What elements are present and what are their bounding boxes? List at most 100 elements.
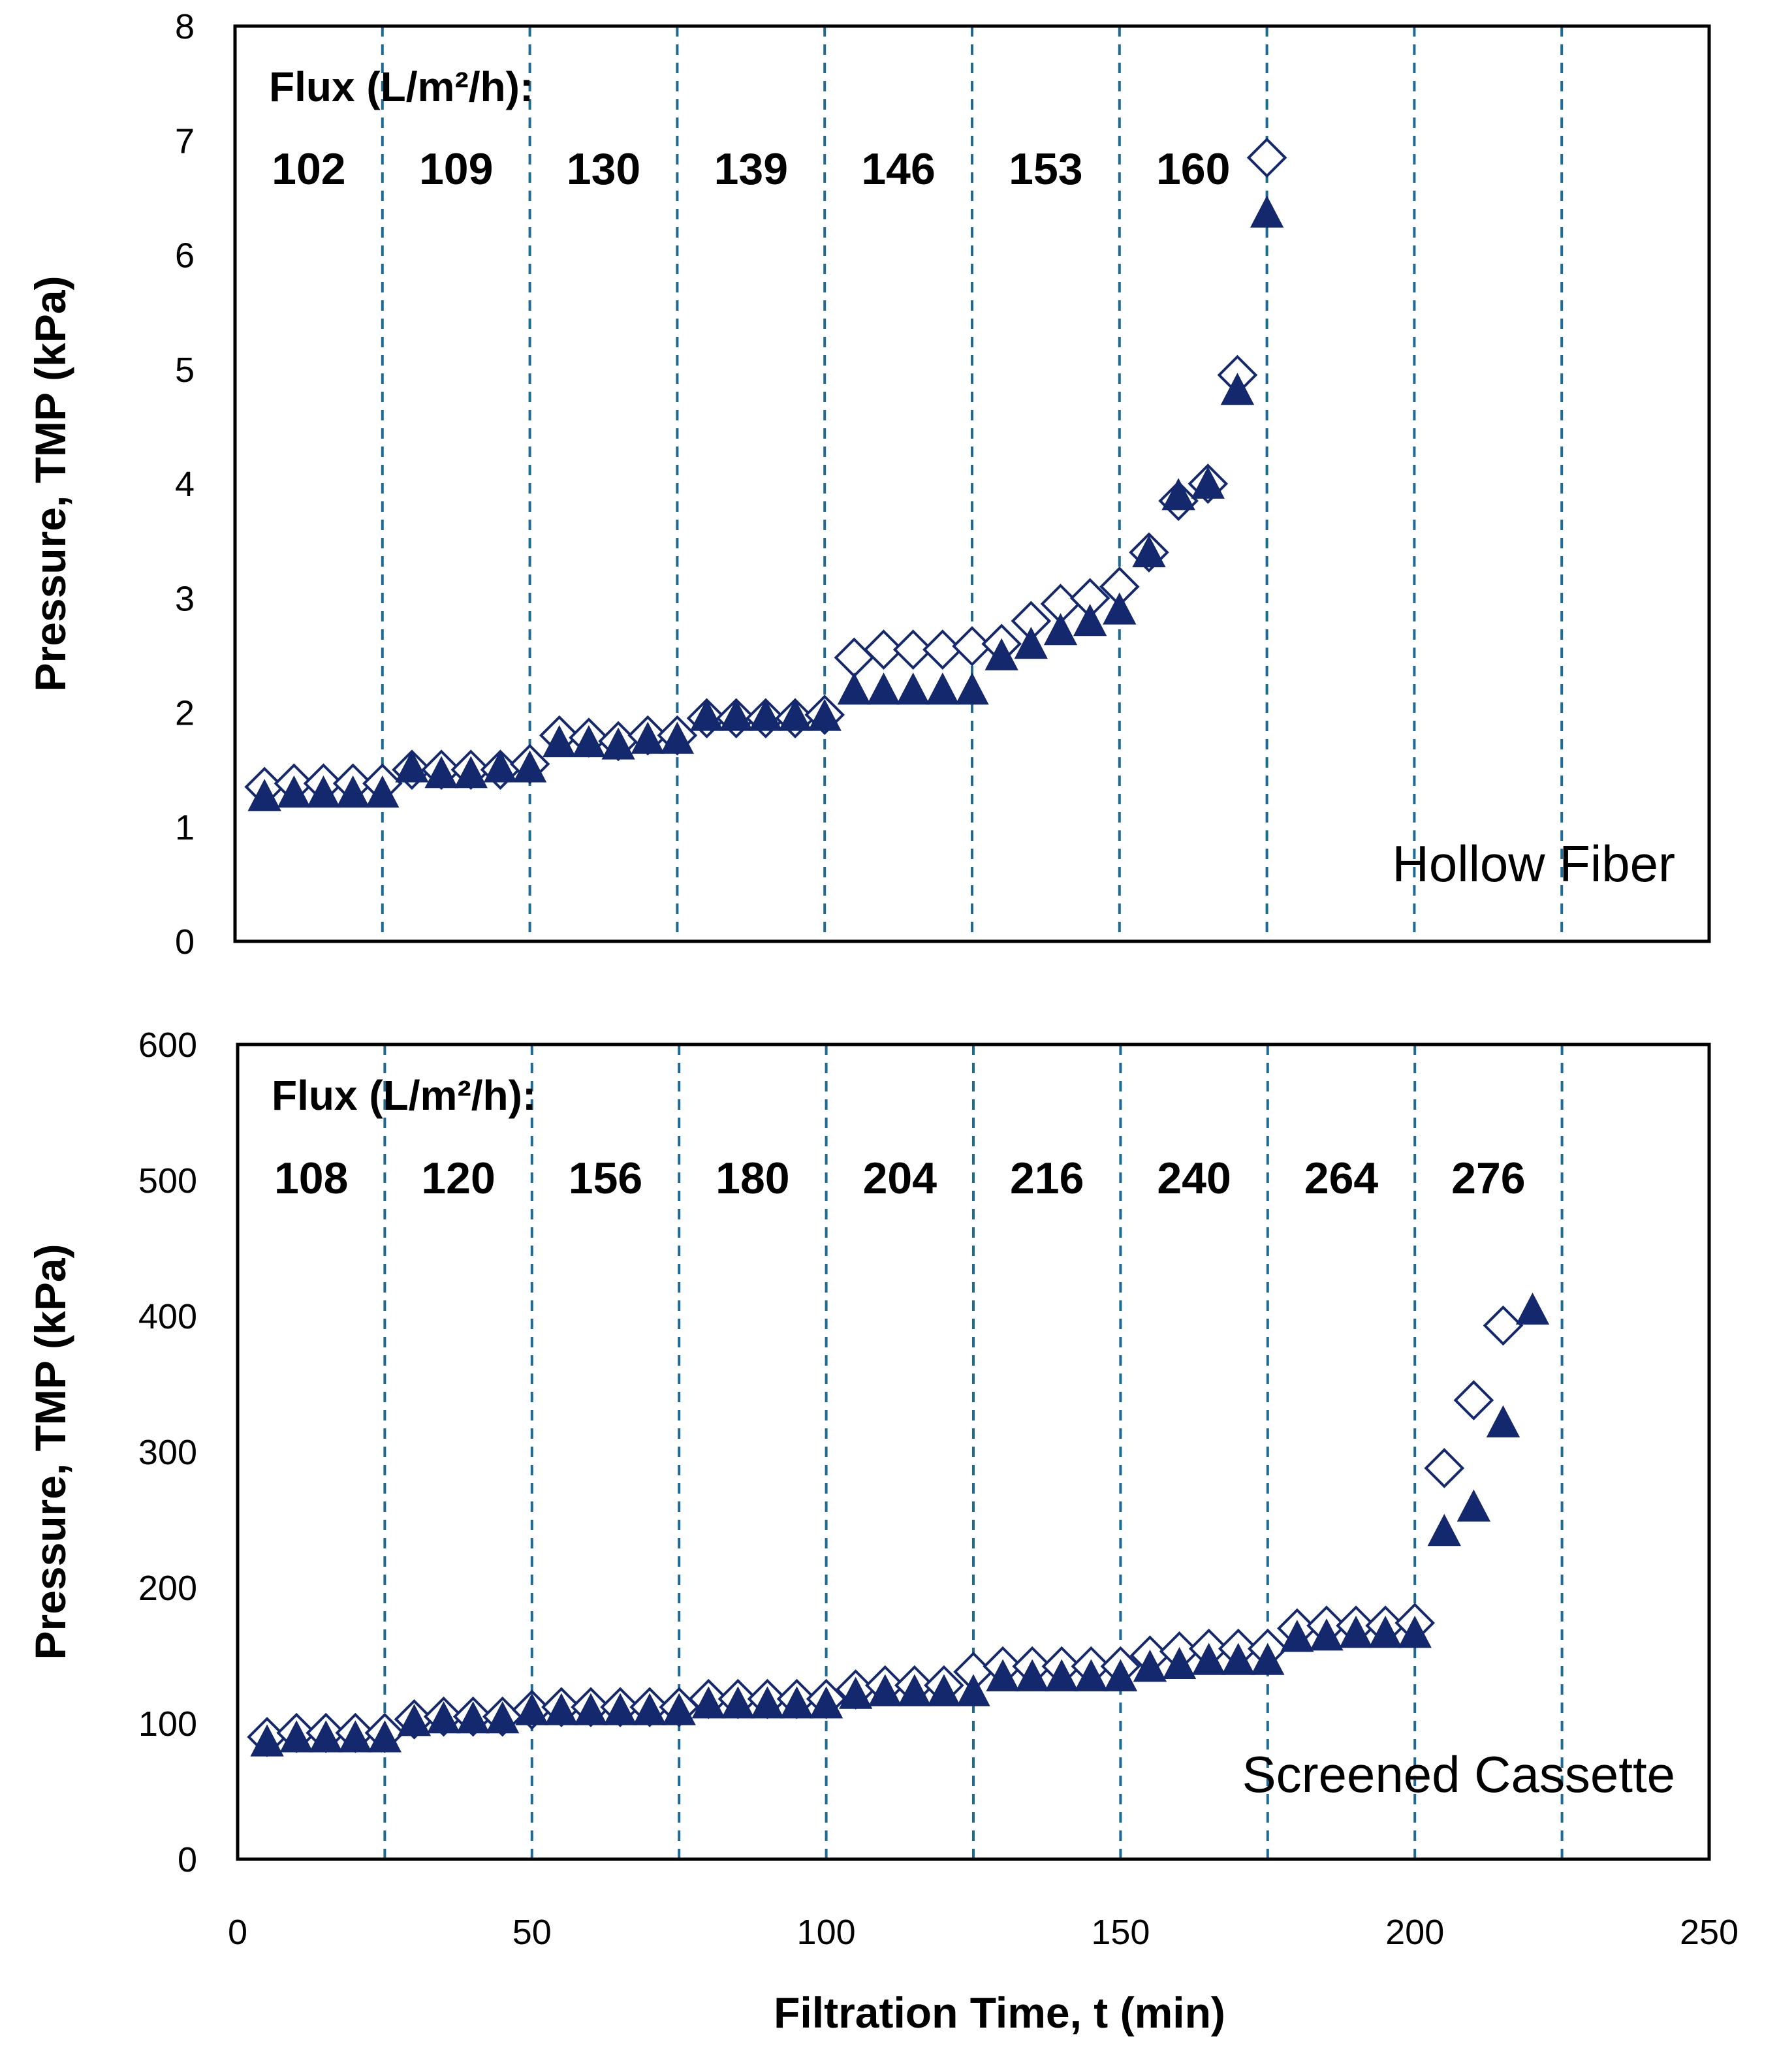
y-tick-label: 100 [138,1704,197,1744]
hollow-fiber-panel: 0 1 2 3 4 5 6 7 8 Flux (L/m²/h): 102 109 130 139 146… [26,7,1711,962]
triangle-point [866,672,901,705]
flux-label: 276 [1451,1154,1525,1203]
triangle-point [543,725,576,757]
triangle-point [424,756,458,789]
triangle-point [662,1693,696,1725]
axis-ticks: 0 100 200 300 400 500 600 0 50 100 150 200 250 [138,1026,1739,1952]
flux-title: Flux (L/m²/h): [272,1072,536,1119]
flux-label: 264 [1304,1154,1379,1203]
y-tick-label: 5 [175,351,195,390]
triangle-point [1250,195,1284,228]
triangle-point [601,727,635,760]
triangle-point [1486,1405,1520,1437]
y-tick-label: 600 [138,1026,197,1065]
triangle-point [483,750,518,783]
triangle-point [486,1701,520,1734]
triangle-point [1074,1659,1108,1691]
triangle-point [426,1701,461,1734]
y-axis-title: Pressure, TMP (kPa) [26,1244,74,1659]
triangle-point [986,1659,1020,1691]
panel-label: Hollow Fiber [1393,835,1675,892]
diamond-point [1453,1380,1494,1421]
triangle-point [719,699,753,731]
triangle-point [1014,627,1048,659]
triangle-point [574,1693,608,1725]
diamond-point [1246,137,1287,178]
flux-label: 130 [567,144,640,194]
triangle-point [1368,1616,1402,1648]
flux-label: 153 [1009,144,1082,194]
triangle-point [1103,592,1137,625]
y-tick-label: 0 [178,1840,197,1879]
diamond-point [1483,1305,1524,1346]
screened-cassette-panel: 0 100 200 300 400 500 600 0 50 100 150 200 250 Flux … [26,1026,1739,2037]
triangle-series [250,1292,1550,1757]
diamond-point [892,629,934,670]
triangle-point [689,699,724,731]
triangle-point [1103,1659,1138,1691]
y-tick-label: 3 [175,579,195,618]
flux-label: 108 [274,1154,348,1203]
triangle-point [1045,1659,1078,1691]
triangle-point [1162,1646,1197,1680]
y-tick-label: 500 [138,1161,197,1201]
triangle-point [309,1720,343,1753]
triangle-point [1191,466,1225,499]
triangle-point [1310,1618,1344,1651]
flux-label: 146 [861,144,935,194]
y-tick-label: 200 [138,1569,197,1608]
x-tick-label: 250 [1680,1913,1739,1952]
y-tick-label: 8 [175,7,195,46]
triangle-point [544,1693,578,1725]
y-tick-label: 6 [175,236,195,275]
y-tick-label: 0 [175,922,195,962]
triangle-point [1191,1642,1226,1675]
flux-title: Flux (L/m²/h): [269,63,533,110]
triangle-point [750,1686,785,1719]
triangle-point [927,1674,961,1706]
triangle-point [1251,1642,1285,1675]
flux-label: 139 [714,144,788,194]
x-tick-label: 150 [1091,1913,1150,1952]
triangle-point [1220,373,1255,405]
triangle-point [1427,1514,1461,1546]
triangle-point [1221,1642,1255,1675]
triangle-point [572,725,606,757]
flux-label: 120 [421,1154,495,1203]
triangle-point [512,750,547,783]
y-tick-label: 7 [175,121,195,161]
triangle-point [395,750,429,783]
y-tick-label: 400 [138,1297,197,1336]
triangle-point [1456,1489,1491,1522]
triangle-point [1398,1616,1432,1648]
x-tick-label: 200 [1385,1913,1444,1952]
triangle-point [691,1686,725,1719]
triangle-point [454,756,488,789]
triangle-point [336,775,370,808]
flux-label: 109 [419,144,493,194]
x-tick-label: 50 [512,1913,552,1952]
diamond-point [1424,1448,1465,1488]
triangle-point [956,1674,990,1706]
triangle-point [603,1693,637,1725]
y-axis-ticks: 0 1 2 3 4 5 6 7 8 [175,7,195,962]
triangle-point [1280,1620,1314,1652]
plot-area-frame [236,1043,1711,1861]
flux-label: 160 [1156,144,1230,194]
triangle-point [749,699,783,731]
triangle-point [808,699,842,731]
flux-labels: 102 109 130 139 146 153 160 [272,144,1230,194]
triangle-point [279,1720,313,1753]
triangle-series [247,195,1284,811]
flux-step-lines [383,1044,1564,1859]
triangle-point [366,775,400,808]
flux-label: 216 [1010,1154,1084,1203]
triangle-point [338,1720,372,1753]
triangle-point [839,1676,873,1709]
triangle-point [1043,613,1078,646]
triangle-point [778,699,812,731]
triangle-point [397,1704,432,1736]
diamond-point [834,637,875,678]
flux-step-lines [381,26,1564,941]
triangle-point [368,1720,402,1753]
